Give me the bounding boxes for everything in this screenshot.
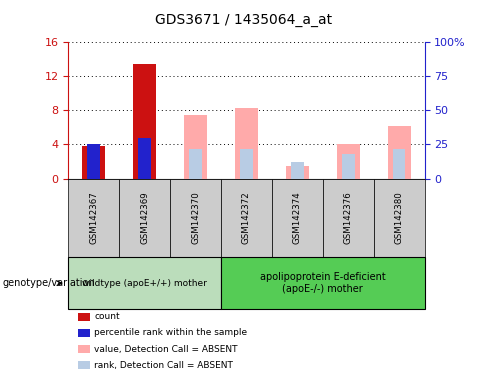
Bar xyxy=(393,149,406,179)
Text: genotype/variation: genotype/variation xyxy=(2,278,95,288)
Bar xyxy=(189,149,202,179)
Text: percentile rank within the sample: percentile rank within the sample xyxy=(94,328,247,338)
Text: GSM142380: GSM142380 xyxy=(395,192,404,244)
Text: GSM142370: GSM142370 xyxy=(191,192,200,244)
Bar xyxy=(240,149,253,179)
Text: GSM142374: GSM142374 xyxy=(293,192,302,244)
Text: apolipoprotein E-deficient
(apoE-/-) mother: apolipoprotein E-deficient (apoE-/-) mot… xyxy=(260,272,386,294)
Bar xyxy=(235,108,258,179)
Bar xyxy=(337,144,360,179)
Text: rank, Detection Call = ABSENT: rank, Detection Call = ABSENT xyxy=(94,361,233,370)
Bar xyxy=(286,166,309,179)
Bar xyxy=(138,138,151,179)
Text: GDS3671 / 1435064_a_at: GDS3671 / 1435064_a_at xyxy=(156,13,332,27)
Bar xyxy=(387,126,410,179)
Text: value, Detection Call = ABSENT: value, Detection Call = ABSENT xyxy=(94,344,238,354)
Text: GSM142372: GSM142372 xyxy=(242,192,251,244)
Text: GSM142367: GSM142367 xyxy=(89,192,98,244)
Bar xyxy=(184,115,207,179)
Bar xyxy=(87,144,100,179)
Text: GSM142369: GSM142369 xyxy=(140,192,149,244)
Bar xyxy=(82,146,105,179)
Bar xyxy=(133,63,156,179)
Bar xyxy=(291,162,304,179)
Text: GSM142376: GSM142376 xyxy=(344,192,353,244)
Bar xyxy=(342,154,355,179)
Text: count: count xyxy=(94,312,120,321)
Text: wildtype (apoE+/+) mother: wildtype (apoE+/+) mother xyxy=(82,279,207,288)
